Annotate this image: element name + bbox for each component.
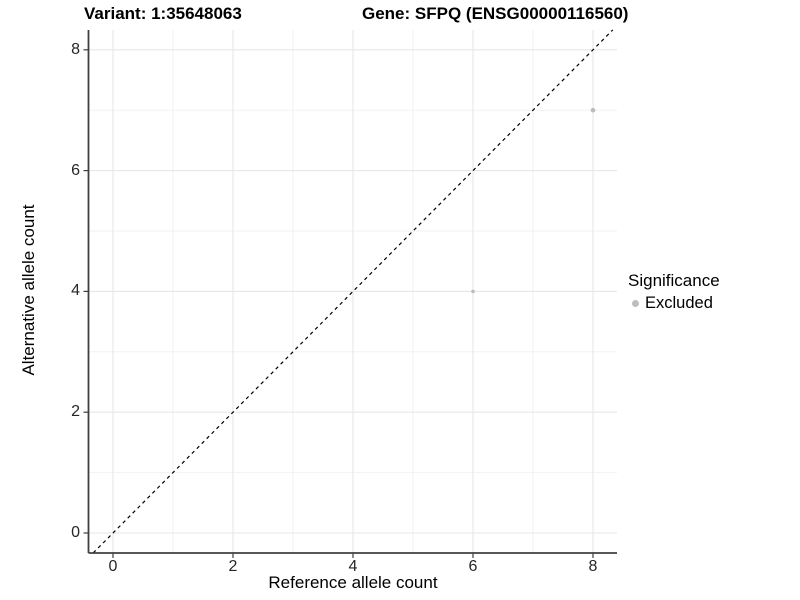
y-tick-label: 2 xyxy=(71,403,80,421)
x-axis-title: Reference allele count xyxy=(268,573,438,592)
legend: Significance Excluded xyxy=(628,271,720,313)
y-tick-label: 4 xyxy=(71,282,80,300)
x-tick-label: 2 xyxy=(228,558,238,575)
x-tick-label: 8 xyxy=(588,558,598,575)
x-tick-label: 0 xyxy=(108,558,118,575)
y-tick-label: 0 xyxy=(71,524,80,541)
legend-title: Significance xyxy=(628,271,720,290)
x-tick-label: 4 xyxy=(348,558,358,575)
x-tick-label: 6 xyxy=(468,558,478,575)
legend-item-excluded: Excluded xyxy=(628,294,720,313)
legend-item-label: Excluded xyxy=(645,294,713,312)
data-point xyxy=(590,107,596,113)
excluded-point-icon xyxy=(632,300,639,307)
y-axis-title: Alternative allele count xyxy=(19,204,38,376)
y-tick-label: 6 xyxy=(71,161,80,179)
gene-title: Gene: SFPQ (ENSG00000116560) xyxy=(362,4,629,23)
data-point xyxy=(471,289,475,294)
y-tick-label: 8 xyxy=(71,40,80,58)
variant-title: Variant: 1:35648063 xyxy=(84,4,242,23)
